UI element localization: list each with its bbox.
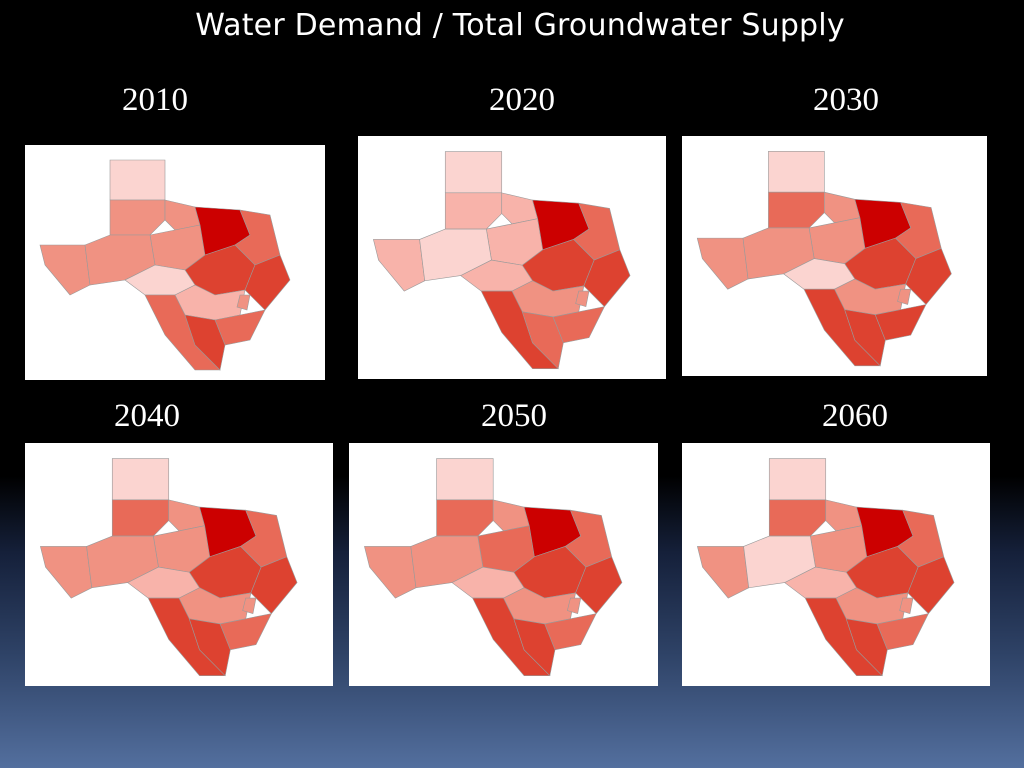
map-region-llano (109, 199, 166, 236)
map-region-llano (436, 499, 494, 537)
map-region-llano (768, 499, 827, 537)
map-region-gulf (905, 247, 952, 305)
map-region-region-b (168, 499, 206, 532)
map-panel-2060 (682, 443, 990, 686)
map-region-gulf (583, 249, 631, 308)
texas-map-2010 (39, 159, 291, 371)
map-region-far-west (39, 244, 91, 296)
texas-map-2030 (696, 151, 952, 367)
map-region-far-west (40, 546, 93, 599)
map-region-region-b (501, 192, 539, 225)
year-label-2020: 2020 (489, 82, 555, 118)
map-region-far-west (373, 239, 426, 292)
map-panel-2030 (682, 136, 987, 376)
year-label-2060: 2060 (822, 398, 888, 434)
map-region-gulf (575, 556, 623, 615)
map-panel-2050 (349, 443, 658, 686)
map-region-panhandle (768, 151, 825, 193)
map-region-gulf (250, 556, 298, 615)
texas-map-2020 (373, 151, 631, 370)
map-region-lavaca (236, 294, 251, 311)
map-region-far-west (697, 546, 750, 599)
slide-title: Water Demand / Total Groundwater Supply (195, 8, 845, 43)
map-region-panhandle (111, 458, 170, 501)
year-label-2040: 2040 (114, 398, 180, 434)
map-panel-2020 (358, 136, 666, 379)
map-region-lavaca (566, 597, 582, 615)
map-region-nueces (844, 309, 886, 367)
map-region-nueces (188, 618, 231, 677)
map-region-far-west (696, 237, 749, 290)
map-panel-2040 (25, 443, 333, 686)
map-region-region-b (164, 199, 201, 231)
map-region-far-west (364, 546, 417, 599)
map-region-llano (444, 192, 503, 230)
map-region-panhandle (768, 458, 827, 501)
year-label-2050: 2050 (481, 398, 547, 434)
map-region-panhandle (436, 458, 494, 501)
map-region-llano (111, 499, 170, 537)
map-region-lavaca (899, 597, 914, 615)
texas-map-2040 (40, 458, 298, 677)
map-region-panhandle (444, 151, 503, 194)
map-region-gulf (244, 254, 291, 311)
map-region-region-b (824, 191, 861, 224)
map-region-panhandle (109, 159, 166, 201)
year-label-2010: 2010 (122, 82, 188, 118)
map-region-llano (768, 191, 825, 229)
map-region-lavaca (897, 288, 912, 305)
map-region-lavaca (575, 290, 590, 308)
texas-map-2060 (697, 458, 955, 677)
map-panel-2010 (25, 145, 325, 380)
year-label-2030: 2030 (813, 82, 879, 118)
map-region-region-b (825, 499, 863, 532)
map-region-nueces (845, 618, 888, 677)
map-region-nueces (521, 311, 564, 370)
map-region-gulf (907, 556, 955, 615)
map-region-lavaca (242, 597, 257, 615)
map-region-region-b (492, 499, 530, 532)
map-region-nueces (184, 314, 226, 371)
map-region-nueces (513, 618, 556, 677)
texas-map-2050 (364, 458, 623, 677)
